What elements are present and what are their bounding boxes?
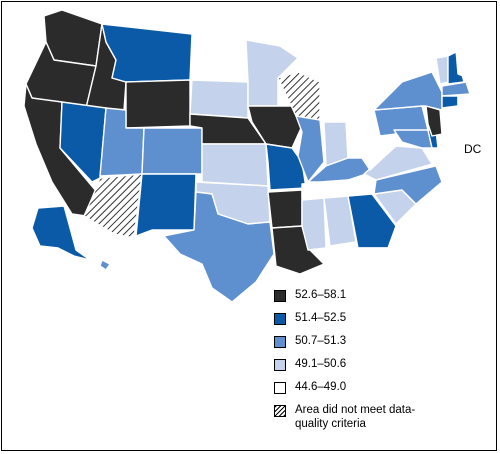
legend-item-c3: 50.7–51.3 (274, 334, 474, 354)
state-TX (163, 191, 275, 303)
state-RI (457, 95, 467, 107)
state-MD (393, 129, 433, 149)
legend-label-c1: 52.6–58.1 (295, 289, 347, 301)
legend-swatch-c5 (274, 382, 286, 394)
legend-item-c2: 51.4–52.5 (274, 311, 474, 331)
legend-label-na: Area did not meet data-quality criteria (295, 404, 416, 430)
state-ME (453, 21, 495, 79)
state-NC (373, 165, 443, 205)
legend-label-c4: 49.1–50.6 (295, 358, 347, 370)
legend-item-c4: 49.1–50.6 (274, 357, 474, 377)
legend-swatch-c1 (274, 290, 286, 302)
state-AK (31, 205, 91, 261)
state-CT (441, 95, 459, 109)
state-KS (201, 143, 269, 187)
state-ND (191, 39, 249, 83)
state-FL (331, 247, 421, 323)
map-legend: 52.6–58.1 51.4–52.5 50.7–51.3 49.1–50.6 … (274, 288, 474, 436)
state-NY (373, 71, 443, 111)
legend-item-na: Area did not meet data-quality criteria (274, 403, 474, 433)
legend-item-c1: 52.6–58.1 (274, 288, 474, 308)
state-CO (141, 127, 203, 175)
state-WY (125, 79, 191, 129)
legend-swatch-c2 (274, 313, 286, 325)
state-AL (323, 195, 357, 247)
state-GA (347, 193, 397, 249)
legend-item-c5: 44.6–49.0 (274, 380, 474, 400)
state-WI (277, 71, 321, 121)
state-AZ (83, 173, 143, 239)
legend-swatch-c4 (274, 359, 286, 371)
state-HI (99, 259, 111, 271)
state-SD (189, 79, 249, 119)
state-MA (441, 81, 471, 97)
state-NV (59, 101, 107, 183)
state-AR (267, 189, 303, 229)
state-NM (135, 173, 197, 237)
state-MS (301, 197, 327, 251)
state-MI (319, 73, 359, 121)
legend-label-c2: 51.4–52.5 (295, 312, 347, 324)
legend-swatch-c3 (274, 336, 286, 348)
dc-label: DC (464, 142, 482, 156)
state-MN (245, 39, 299, 107)
legend-label-c3: 50.7–51.3 (295, 335, 347, 347)
state-VT (435, 55, 449, 85)
state-MT (101, 23, 193, 83)
state-DC (449, 143, 461, 155)
legend-swatch-na (274, 405, 286, 417)
legend-label-c5: 44.6–49.0 (295, 381, 347, 393)
